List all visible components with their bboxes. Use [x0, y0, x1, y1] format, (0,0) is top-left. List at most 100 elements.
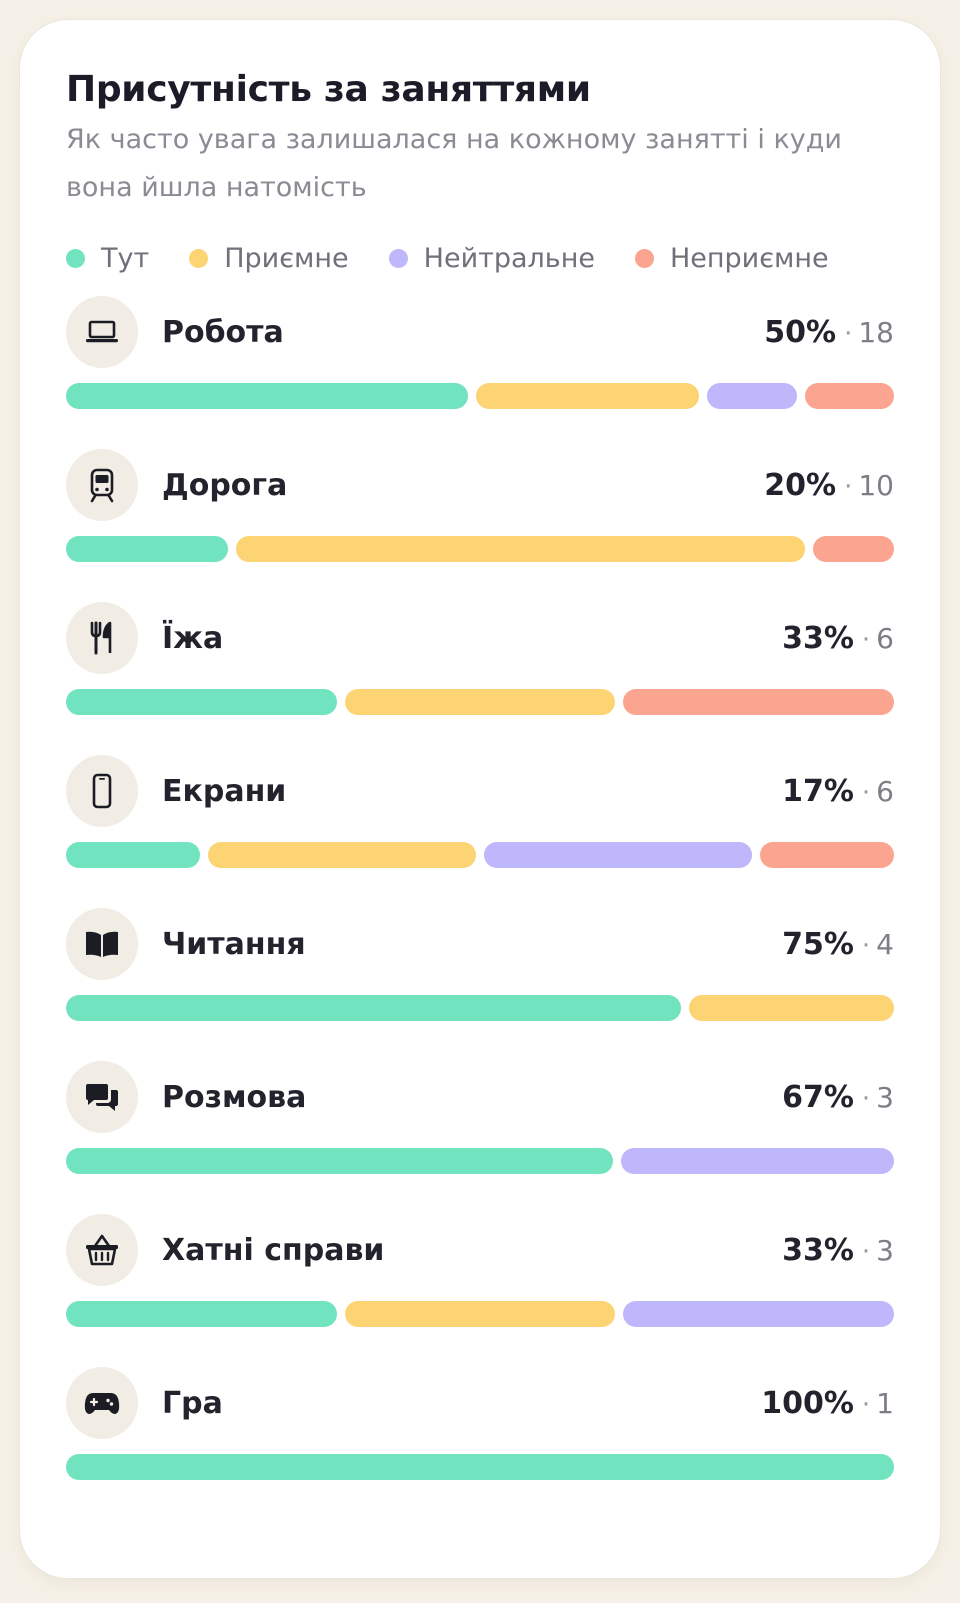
- attention-bar: [66, 689, 895, 715]
- activity-stat: 50% · 18: [764, 315, 894, 350]
- legend-item-neutral: Нейтральне: [388, 242, 595, 274]
- card-title: Присутність за заняттями: [66, 69, 591, 110]
- activity-stat: 33% · 6: [782, 621, 894, 656]
- legend-item-here: Тут: [66, 243, 149, 274]
- bar-segment-unpleasant: [812, 536, 895, 562]
- book-icon: [86, 931, 118, 957]
- laptop-icon: [86, 320, 118, 343]
- bar-segment-pleasant: [236, 536, 805, 562]
- bar-segment-here: [66, 536, 229, 562]
- attention-bar: [66, 383, 894, 409]
- presence-percent: 20%: [764, 467, 837, 503]
- activity-row-screens[interactable]: Екрани 17% · 6: [66, 754, 894, 907]
- attention-bar: [66, 536, 895, 562]
- activity-list: Робота 50% · 18 Дорога 20% · 10: [66, 295, 895, 1519]
- activity-stat: 33% · 3: [782, 1233, 894, 1268]
- activity-stat: 20% · 10: [764, 468, 894, 503]
- activity-row-game[interactable]: Гра 100% · 1: [66, 1366, 894, 1519]
- bar-segment-pleasant: [476, 383, 700, 409]
- entry-count: 18: [858, 315, 894, 349]
- train-icon: [90, 468, 114, 503]
- presence-card: Присутність за заняттями Як часто увага …: [20, 20, 940, 1578]
- legend-label-pleasant: Приємне: [224, 242, 349, 274]
- activity-row-commute[interactable]: Дорога 20% · 10: [66, 448, 895, 601]
- activity-label: Читання: [162, 926, 306, 962]
- activity-label: Їжа: [162, 620, 224, 656]
- bar-segment-here: [66, 1148, 613, 1174]
- stat-separator: ·: [844, 318, 853, 349]
- bar-segment-here: [66, 383, 468, 409]
- activity-stat: 17% · 6: [782, 774, 894, 809]
- activity-label: Дорога: [162, 467, 288, 503]
- activity-icon-badge: [66, 1214, 138, 1286]
- legend-dot-pleasant: [189, 248, 209, 268]
- legend-dot-neutral: [388, 248, 408, 268]
- activity-stat: 75% · 4: [782, 927, 894, 962]
- activity-stat: 100% · 1: [761, 1386, 894, 1421]
- legend-label-here: Тут: [101, 242, 150, 274]
- activity-row-work[interactable]: Робота 50% · 18: [66, 295, 894, 448]
- bar-segment-neutral: [484, 842, 752, 868]
- bar-segment-pleasant: [344, 689, 616, 715]
- attention-bar: [66, 995, 894, 1021]
- legend-dot-here: [66, 248, 85, 268]
- bar-segment-here: [66, 1454, 894, 1480]
- bar-segment-pleasant: [689, 995, 894, 1021]
- fork-knife-icon: [90, 621, 112, 655]
- stat-separator: ·: [861, 1083, 871, 1114]
- activity-icon-badge: [66, 1367, 138, 1439]
- stat-separator: ·: [861, 777, 871, 808]
- attention-bar: [66, 1148, 894, 1174]
- bar-segment-here: [66, 1301, 337, 1327]
- card-subtitle: Як часто увага залишалася на кожному зан…: [66, 124, 842, 203]
- attention-bar: [66, 1301, 895, 1327]
- entry-count: 3: [876, 1233, 894, 1267]
- attention-bar: [66, 842, 894, 868]
- activity-row-conversation[interactable]: Розмова 67% · 3: [66, 1060, 894, 1213]
- basket-icon: [86, 1234, 118, 1266]
- stat-separator: ·: [861, 624, 871, 655]
- activity-label: Хатні справи: [162, 1232, 385, 1268]
- chat-bubbles-icon: [86, 1084, 118, 1111]
- bar-segment-unpleasant: [760, 842, 894, 868]
- bar-segment-pleasant: [344, 1301, 616, 1327]
- activity-row-food[interactable]: Їжа 33% · 6: [66, 601, 895, 754]
- entry-count: 3: [876, 1080, 894, 1114]
- activity-label: Гра: [162, 1385, 223, 1421]
- activity-row-reading[interactable]: Читання 75% · 4: [66, 907, 894, 1060]
- presence-percent: 33%: [782, 1232, 854, 1268]
- activity-label: Робота: [162, 314, 284, 350]
- stat-separator: ·: [861, 930, 871, 961]
- presence-percent: 17%: [782, 773, 854, 809]
- legend-item-pleasant: Приємне: [189, 242, 349, 274]
- stat-separator: ·: [844, 471, 853, 502]
- entry-count: 6: [876, 774, 894, 808]
- bar-segment-neutral: [623, 1301, 895, 1327]
- presence-percent: 50%: [764, 314, 837, 350]
- activity-icon-badge: [66, 449, 138, 521]
- attention-bar: [66, 1454, 894, 1480]
- bar-segment-here: [66, 842, 200, 868]
- entry-count: 10: [858, 468, 894, 502]
- activity-label: Екрани: [162, 773, 287, 809]
- entry-count: 6: [876, 621, 894, 655]
- stat-separator: ·: [861, 1389, 871, 1420]
- presence-percent: 33%: [782, 620, 854, 656]
- presence-percent: 67%: [782, 1079, 854, 1115]
- activity-icon-badge: [66, 755, 138, 827]
- bar-segment-neutral: [620, 1148, 894, 1174]
- bar-segment-here: [66, 689, 337, 715]
- entry-count: 4: [876, 927, 894, 961]
- presence-percent: 75%: [782, 926, 854, 962]
- legend: Тут Приємне Нейтральне Неприємне: [66, 238, 894, 278]
- legend-label-neutral: Нейтральне: [423, 242, 595, 274]
- legend-item-unpleasant: Неприємне: [634, 243, 829, 274]
- legend-dot-unpleasant: [634, 248, 654, 268]
- phone-icon: [92, 773, 112, 809]
- activity-row-chores[interactable]: Хатні справи 33% · 3: [66, 1213, 895, 1366]
- bar-segment-pleasant: [208, 842, 476, 868]
- activity-icon-badge: [66, 296, 138, 368]
- activity-label: Розмова: [162, 1079, 307, 1115]
- entry-count: 1: [876, 1386, 894, 1420]
- bar-segment-unpleasant: [804, 383, 894, 409]
